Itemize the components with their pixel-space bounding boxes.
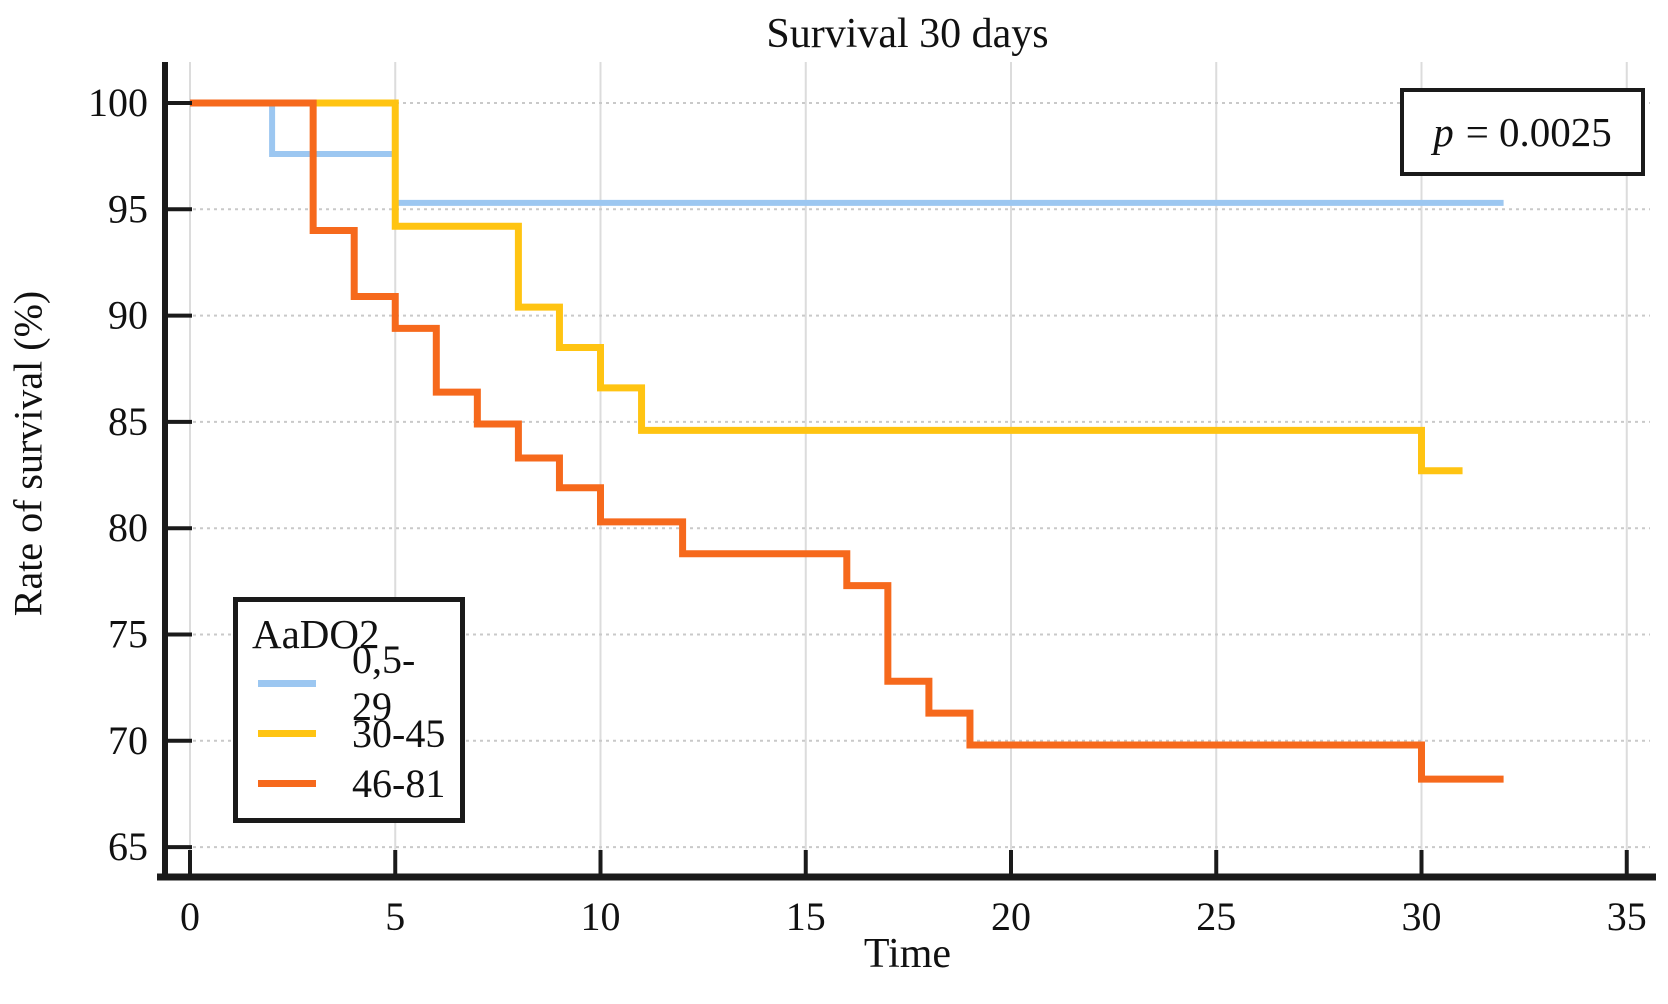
y-axis-label: Rate of survival (%) — [5, 290, 51, 617]
svg-text:85: 85 — [108, 399, 148, 444]
svg-text:75: 75 — [108, 612, 148, 657]
svg-text:10: 10 — [581, 894, 621, 939]
legend-item: 30-45 — [252, 708, 448, 758]
legend-line-swatch-orange — [258, 779, 316, 787]
legend: AaDO2 0,5-29 30-45 46-81 — [233, 597, 465, 823]
svg-text:5: 5 — [385, 894, 405, 939]
x-axis-label: Time — [863, 931, 952, 977]
svg-text:70: 70 — [108, 718, 148, 763]
legend-label: 0,5-29 — [352, 637, 416, 729]
svg-text:0: 0 — [180, 894, 200, 939]
svg-text:25: 25 — [1196, 894, 1236, 939]
svg-text:65: 65 — [108, 824, 148, 869]
svg-text:30: 30 — [1402, 894, 1442, 939]
p-value-annotation: p = 0.0025 — [1400, 88, 1645, 176]
svg-text:35: 35 — [1607, 894, 1647, 939]
svg-text:80: 80 — [108, 505, 148, 550]
svg-text:20: 20 — [991, 894, 1031, 939]
legend-item: 0,5-29 — [252, 637, 448, 729]
p-value-text: = 0.0025 — [1465, 109, 1612, 155]
legend-line-swatch-blue — [258, 679, 316, 687]
svg-text:15: 15 — [786, 894, 826, 939]
svg-text:100: 100 — [88, 80, 148, 125]
legend-label: 30-45 — [352, 710, 446, 756]
legend-item: 46-81 — [252, 758, 448, 808]
svg-text:90: 90 — [108, 293, 148, 338]
legend-label: 46-81 — [352, 760, 446, 806]
legend-line-swatch-yellow — [258, 729, 316, 737]
chart-title: Survival 30 days — [766, 11, 1049, 57]
p-symbol: p — [1433, 109, 1454, 155]
svg-text:95: 95 — [108, 186, 148, 231]
legend-title: AaDO2 — [252, 611, 380, 657]
